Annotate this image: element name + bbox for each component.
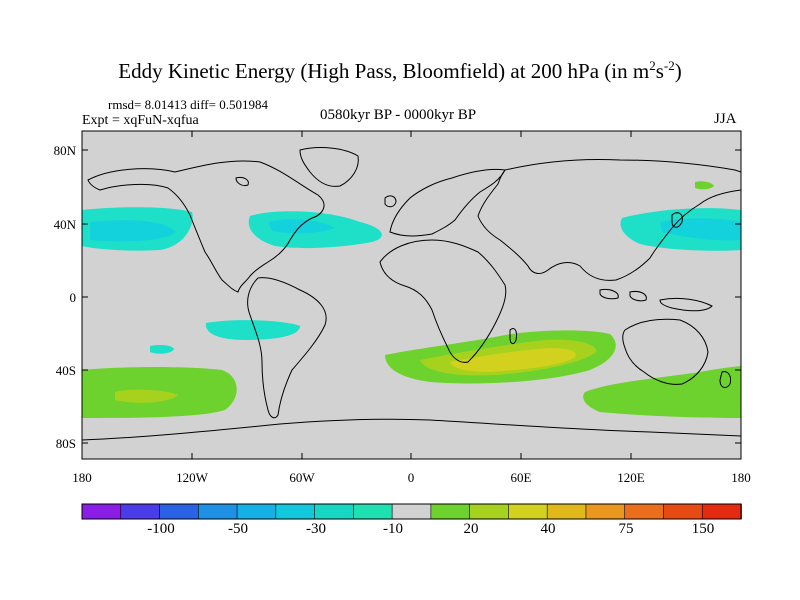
lat-label: 0 (69, 290, 77, 305)
period-label: 0580kyr BP - 0000kyr BP (320, 107, 477, 123)
colorbar-cell (391, 503, 432, 520)
colorbar-cell (159, 503, 200, 520)
coastlines (82, 147, 741, 441)
experiment-label: Expt = xqFuN-xqfua (82, 113, 199, 128)
coast-japan (671, 212, 683, 228)
colorbar-label: 150 (691, 521, 715, 537)
colorbar-cell (120, 503, 161, 520)
lon-label: 120E (617, 470, 645, 485)
coast-australia (622, 318, 709, 385)
region-north-pacific-west-core (660, 218, 741, 241)
colorbar-frame (81, 503, 742, 520)
colorbar-cell (353, 503, 393, 520)
coast-south-america (247, 277, 327, 419)
colorbar-label: 40 (540, 521, 556, 537)
coast-britain (384, 195, 397, 208)
region-south-pacific-teal (205, 320, 300, 340)
region-indian-ocean-core (450, 348, 576, 372)
coast-europe (389, 169, 506, 237)
coast-greenland (299, 147, 359, 187)
lon-label: 180 (72, 470, 92, 485)
lat-label: 40N (53, 217, 76, 232)
season-label: JJA (714, 111, 737, 127)
lat-label: 40S (55, 363, 76, 378)
coast-new-guinea (659, 297, 713, 312)
colorbar-cell (430, 503, 471, 520)
colorbar-cell (81, 503, 122, 520)
coast-madagascar (509, 327, 517, 345)
colorbar-cell (546, 503, 587, 520)
lat-label: 80N (53, 143, 76, 158)
region-north-pacific-east-core (90, 220, 176, 242)
colorbar-cell (624, 503, 665, 520)
region-south-pacific-small (150, 345, 174, 354)
colorbar-label: -50 (228, 521, 248, 537)
colorbar-label: 75 (618, 521, 634, 537)
coast-north-america (87, 160, 325, 293)
stats-text: rmsd= 8.01413 diff= 0.501984 (108, 97, 268, 112)
chart-title: Eddy Kinetic Energy (High Pass, Bloomfie… (118, 58, 682, 83)
coast-borneo (629, 291, 647, 302)
coast-new-zealand (719, 371, 731, 388)
colorbar-label: -100 (147, 521, 175, 537)
colorbar-cell (663, 503, 704, 520)
colorbar-cell (585, 503, 626, 520)
region-south-pacific-west-green (583, 366, 741, 418)
colorbar (81, 503, 742, 520)
coast-antarctica (82, 418, 741, 441)
coast-hudson (235, 177, 249, 186)
lat-label: 80S (55, 436, 76, 451)
colorbar-cell (701, 503, 742, 520)
colorbar-cell (469, 503, 510, 520)
lon-label: 60E (510, 470, 532, 485)
coast-sumatra (599, 289, 619, 300)
colorbar-cell (508, 503, 548, 520)
lon-label: 60W (289, 470, 315, 485)
lon-label: 120W (176, 470, 208, 485)
region-south-pacific-green-core (115, 389, 178, 403)
colorbar-cell (236, 503, 277, 520)
colorbar-cell (197, 503, 238, 520)
anomaly-fields (82, 181, 741, 418)
region-kamchatka-green (695, 181, 714, 190)
colorbar-label: -30 (306, 521, 326, 537)
colorbar-cell (314, 503, 355, 520)
coast-asia (477, 158, 741, 281)
colorbar-label: -10 (383, 521, 403, 537)
region-north-atlantic-core (268, 219, 335, 234)
axis-ticks (81, 131, 742, 459)
colorbar-cell (275, 503, 316, 520)
coast-africa (379, 239, 507, 363)
lon-label: 0 (407, 470, 415, 485)
lon-label: 180 (731, 470, 751, 485)
colorbar-label: 20 (463, 521, 479, 537)
